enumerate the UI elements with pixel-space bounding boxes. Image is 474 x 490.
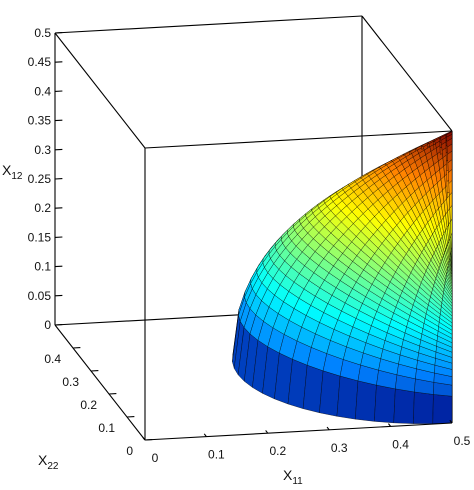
x-tick xyxy=(265,430,269,434)
box-edge xyxy=(144,422,453,441)
tick-marks xyxy=(54,32,453,441)
axis-titles: X11 X22 X12 xyxy=(2,162,303,487)
x-tick-label: 0.4 xyxy=(392,437,409,451)
surface-facet xyxy=(451,247,453,265)
surface-facet xyxy=(319,370,341,417)
plot-box-front xyxy=(54,32,453,441)
surface-facet xyxy=(374,384,396,424)
x-tick xyxy=(203,433,207,437)
x-tick-label: 0.5 xyxy=(454,434,471,448)
x-tick-label: 0 xyxy=(152,451,159,465)
z-tick-label: 0.5 xyxy=(34,26,51,40)
y-tick-label: 0.1 xyxy=(98,421,115,435)
x-tick xyxy=(449,419,453,424)
z-tick-label: 0.25 xyxy=(28,172,52,186)
z-tick-label: 0.2 xyxy=(34,201,51,215)
z-tick-label: 0.1 xyxy=(34,260,51,274)
box-edge xyxy=(54,15,363,34)
y-tick-label: 0.2 xyxy=(80,398,97,412)
z-axis-title: X12 xyxy=(2,162,23,182)
x-tick-label: 0.1 xyxy=(208,448,225,462)
z-tick-label: 0.3 xyxy=(34,143,51,157)
y-axis-title: X22 xyxy=(38,452,59,472)
z-tick-label: 0 xyxy=(44,318,51,332)
x-tick xyxy=(142,436,146,441)
surface-facet xyxy=(336,375,359,420)
surface-facet xyxy=(432,394,453,424)
y-tick-label: 0.3 xyxy=(62,375,79,389)
tick-labels: 0 0.1 0.2 0.3 0.4 0.500.10.20.30.400.050.10.1… xyxy=(28,26,471,465)
surface-mesh xyxy=(232,130,453,424)
surface-facet xyxy=(393,388,415,424)
y-tick-label: 0 xyxy=(126,444,133,458)
z-tick-label: 0.35 xyxy=(28,114,52,128)
z-tick-label: 0.45 xyxy=(28,55,52,69)
box-edge xyxy=(54,324,146,441)
z-tick-label: 0.15 xyxy=(28,230,52,244)
surface-facet xyxy=(355,380,377,422)
z-tick-label: 0.4 xyxy=(34,84,51,98)
x-tick xyxy=(326,426,330,431)
x-tick-label: 0.2 xyxy=(269,444,286,458)
box-edge xyxy=(144,130,453,149)
box-edge xyxy=(54,32,146,149)
box-edge xyxy=(361,15,453,132)
x-tick-label: 0.3 xyxy=(331,441,348,455)
surface-facet xyxy=(413,391,434,424)
x-tick xyxy=(388,423,392,427)
z-tick-label: 0.05 xyxy=(28,289,52,303)
y-tick-label: 0.4 xyxy=(44,352,61,366)
x-axis-title: X11 xyxy=(283,467,303,487)
